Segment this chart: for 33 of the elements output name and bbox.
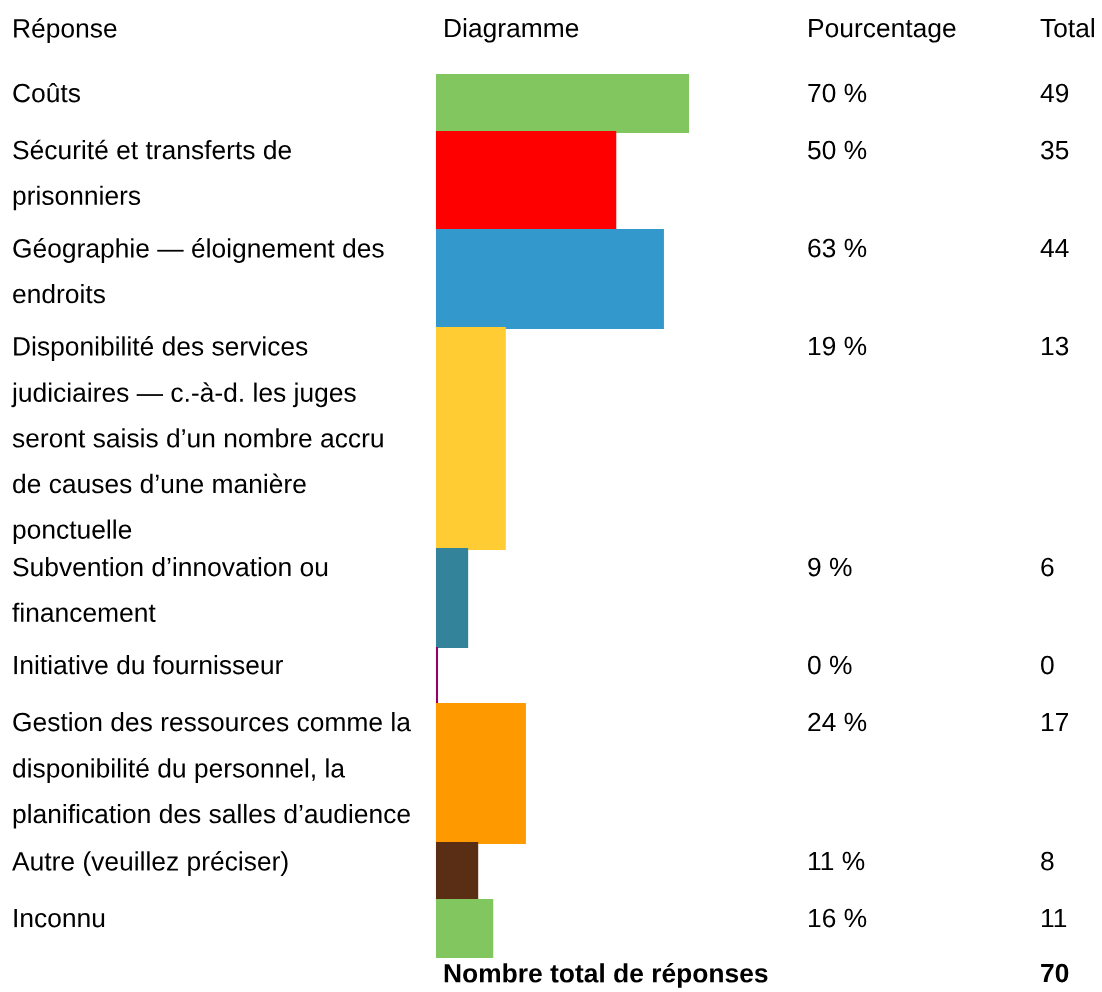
text: 49 [1040,83,1069,103]
text: 63 % [808,238,867,258]
text: 35 [1041,140,1069,160]
y-tick-label: Gestion des ressources comme la disponibilité du personnel, la planification des salles d’audience [13,712,411,829]
text: 70 [1041,963,1069,983]
y-tick-label: Subvention d’innovation ou financement [12,557,328,623]
annotation: Nombre total de réponses [444,963,768,988]
y-tick-label: Géographie — éloignement des endroits [13,238,384,304]
y-tick-label: Inconnu [14,908,105,928]
text: 0 % [808,655,852,675]
y-tick-label: Disponibilité des services judiciaires — c.-à-d. les juges seront saisis d’un nombre accru de causes d’une manière ponctuelle [11,336,383,545]
text: 44 [1040,238,1069,258]
text: 6 [1041,557,1054,577]
text: 19 % [809,336,867,356]
text: 8 [1041,851,1054,871]
text: 0 [1041,655,1054,675]
text: 11 [1042,908,1067,928]
y-tick-label: Initiative du fournisseur [14,655,283,675]
text: 70 % [808,83,867,103]
text: 16 % [809,908,867,928]
text: 24 % [808,712,867,732]
text: 11 % [809,851,865,871]
text: 13 [1042,336,1069,356]
text: 17 [1042,712,1069,732]
text: Pourcentage [809,18,956,43]
text: Total [1040,18,1094,38]
text: Réponse [14,18,117,43]
y-tick-label: Sécurité et transferts de prisonniers [13,139,291,211]
annotation: Diagramme [445,18,579,43]
text: 50 % [808,140,867,160]
y-tick-label: Coûts [13,82,80,103]
y-tick-label: Autre (veuillez préciser) [12,851,288,876]
text: 9 % [808,557,852,577]
